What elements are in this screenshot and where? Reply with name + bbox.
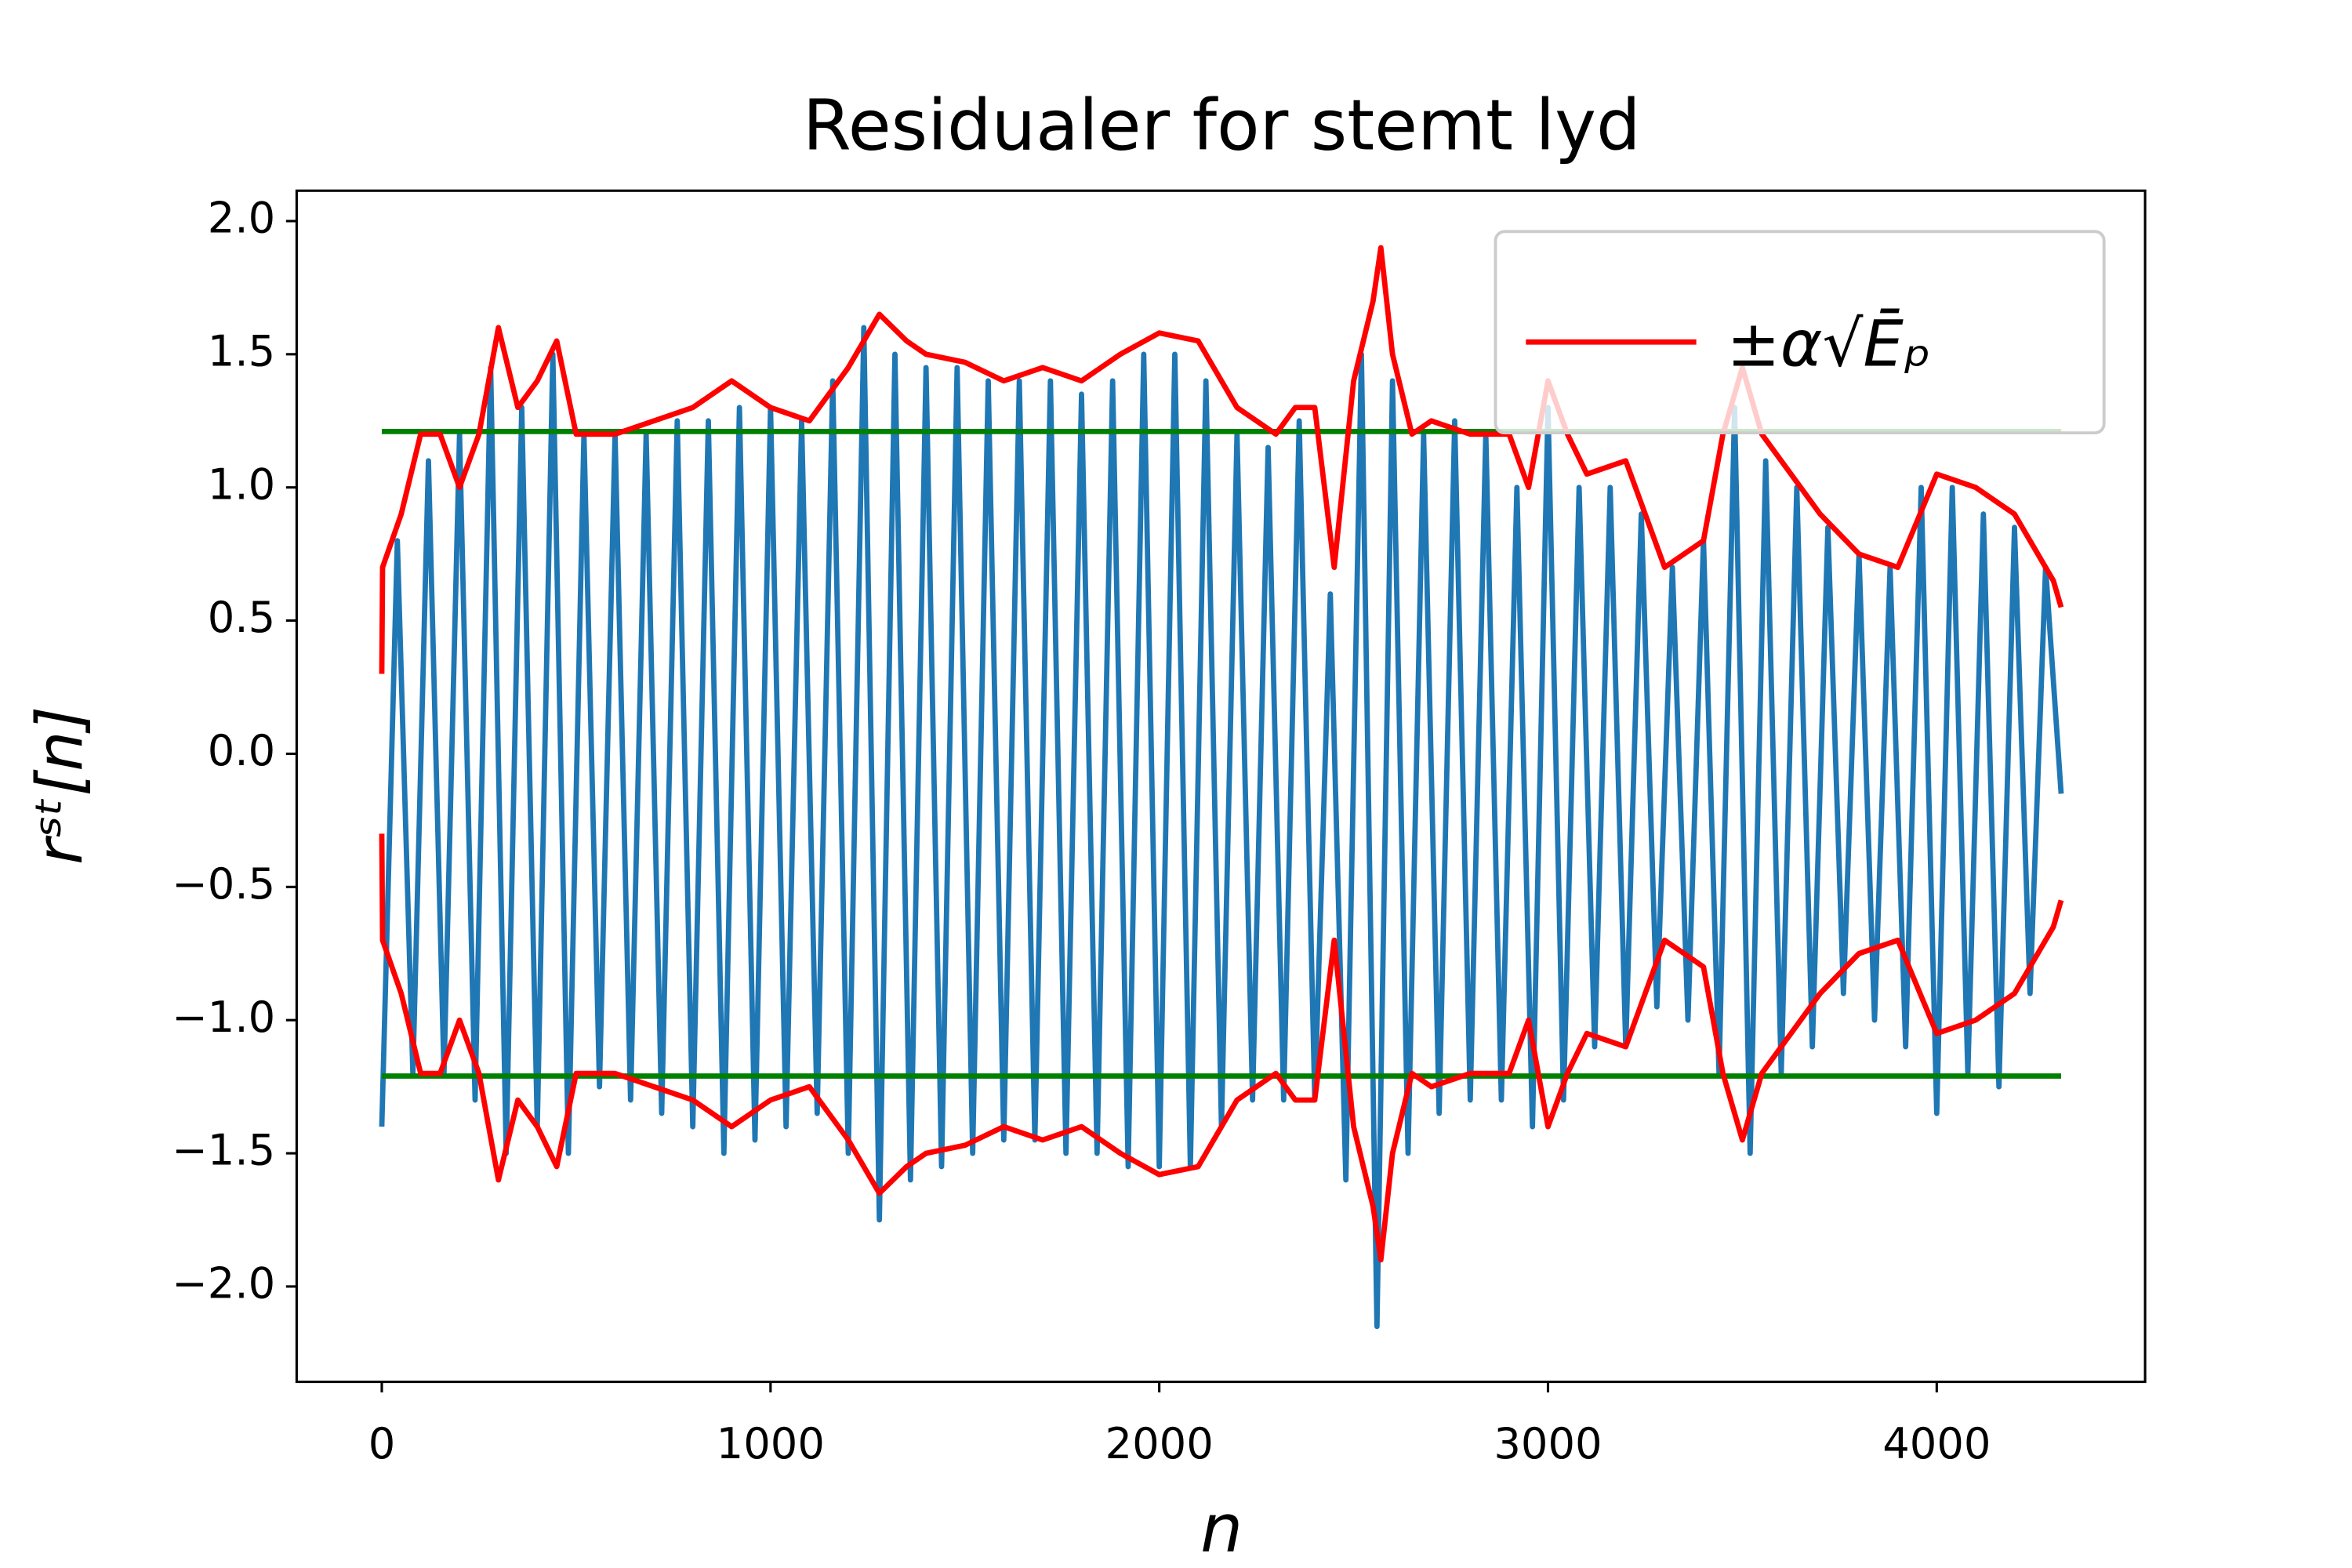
y-tick-label: 1.5 [208, 327, 275, 376]
x-tick-label: 1000 [717, 1419, 825, 1468]
y-tick-label: −0.5 [172, 859, 275, 909]
y-tick-label: 0.5 [208, 593, 275, 642]
y-tick-label: −1.5 [172, 1126, 275, 1175]
y-tick-label: 0.0 [208, 726, 275, 775]
x-tick-label: 2000 [1105, 1419, 1214, 1468]
y-tick-label: −1.0 [172, 993, 275, 1042]
series-line [379, 833, 2064, 1263]
y-tick-label: 2.0 [208, 194, 275, 243]
y-tick-label: 1.0 [208, 459, 275, 509]
x-tick-label: 4000 [1882, 1419, 1991, 1468]
axes-frame [295, 189, 2147, 1384]
y-tick-label: −2.0 [172, 1259, 275, 1308]
x-tick-label: 0 [368, 1419, 396, 1468]
x-tick-label: 3000 [1494, 1419, 1602, 1468]
y-axis-label: rˢᵗ[n] [24, 706, 97, 865]
plot-area [379, 245, 2064, 1330]
chart-title: Residualer for stemt lyd [803, 85, 1641, 166]
x-axis-label: n [1200, 1490, 1243, 1568]
legend-box [1494, 230, 2106, 435]
legend-label: ±α√Ēₚ [1726, 308, 1930, 382]
legend: ±α√Ēₚ [1494, 230, 2106, 435]
